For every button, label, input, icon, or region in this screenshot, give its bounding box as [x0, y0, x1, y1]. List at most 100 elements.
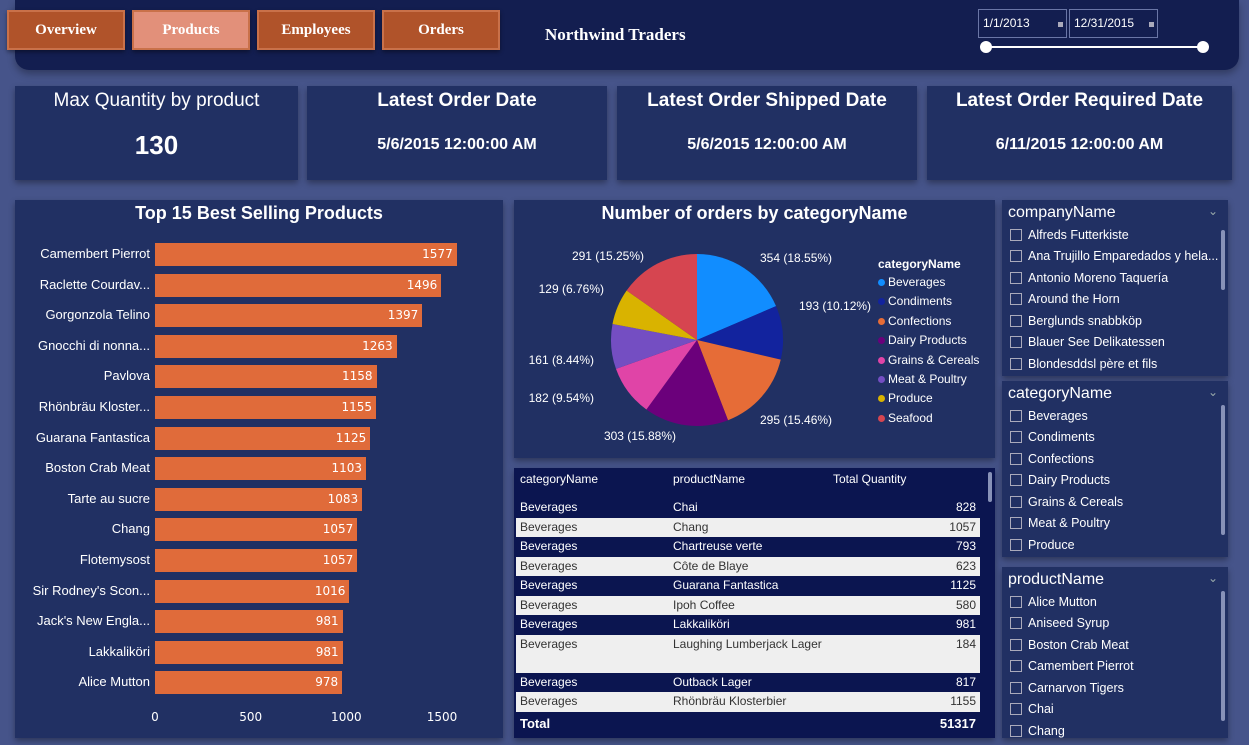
date-slider-start-handle[interactable] [980, 41, 992, 53]
chevron-down-icon[interactable]: ⌄ [1207, 571, 1218, 585]
chevron-down-icon[interactable]: ⌄ [1207, 385, 1218, 399]
legend-item[interactable]: Grains & Cereals [878, 353, 979, 372]
checkbox[interactable] [1010, 452, 1022, 465]
pie-slice[interactable] [646, 340, 729, 426]
table-row[interactable]: Beverages Laughing Lumberjack Lager 184 [516, 634, 980, 673]
end-date-input[interactable]: 12/31/2015 [1069, 9, 1158, 38]
legend-item[interactable]: Dairy Products [878, 333, 979, 352]
bar[interactable] [155, 487, 363, 511]
bar[interactable] [155, 273, 442, 297]
start-date-input[interactable]: 1/1/2013 [978, 9, 1067, 38]
slicer-item[interactable]: Produce [1002, 534, 1228, 556]
bar[interactable] [155, 334, 397, 358]
bar[interactable] [155, 457, 367, 481]
table-row[interactable]: Beverages Chai 828 [516, 498, 980, 518]
table-row[interactable]: Beverages Guarana Fantastica 1125 [516, 576, 980, 596]
pie-slice[interactable] [697, 254, 777, 340]
slicer-item[interactable]: Dairy Products [1002, 470, 1228, 492]
bar[interactable] [155, 671, 343, 695]
checkbox[interactable] [1010, 595, 1022, 608]
slicer-scrollbar[interactable] [1221, 405, 1225, 535]
slicer-item[interactable]: Berglunds snabbköp [1002, 310, 1228, 332]
checkbox[interactable] [1010, 617, 1022, 630]
slicer-item[interactable]: Condiments [1002, 427, 1228, 449]
slicer-item[interactable]: Meat & Poultry [1002, 513, 1228, 535]
pie-slice[interactable] [697, 306, 783, 360]
legend-item[interactable]: Beverages [878, 275, 979, 294]
bar[interactable] [155, 243, 457, 266]
checkbox[interactable] [1010, 250, 1022, 263]
checkbox[interactable] [1010, 431, 1022, 444]
slicer-item[interactable]: Camembert Pierrot [1002, 656, 1228, 678]
slicer-item[interactable]: Aniseed Syrup [1002, 613, 1228, 635]
legend-item[interactable]: Produce [878, 391, 979, 410]
checkbox[interactable] [1010, 314, 1022, 327]
checkbox[interactable] [1010, 517, 1022, 530]
slicer-item[interactable]: Grains & Cereals [1002, 491, 1228, 513]
nav-employees-button[interactable]: Employees [257, 10, 375, 50]
checkbox[interactable] [1010, 409, 1022, 422]
bar[interactable] [155, 610, 343, 634]
checkbox[interactable] [1010, 495, 1022, 508]
bar[interactable] [155, 549, 358, 572]
slicer-item[interactable]: Blondesddsl père et fils [1002, 353, 1228, 375]
slicer-item[interactable]: Confections [1002, 448, 1228, 470]
slicer-scrollbar[interactable] [1221, 230, 1225, 290]
column-header[interactable]: Total Quantity [833, 472, 907, 486]
slicer-item[interactable]: Blauer See Delikatessen [1002, 332, 1228, 354]
slicer-item[interactable]: Chai [1002, 699, 1228, 721]
checkbox[interactable] [1010, 336, 1022, 349]
table-row[interactable]: Beverages Ipoh Coffee 580 [516, 595, 980, 615]
table-row[interactable]: Beverages Lakkaliköri 981 [516, 615, 980, 635]
slicer-item[interactable]: Alfreds Futterkiste [1002, 224, 1228, 246]
bar[interactable] [155, 304, 423, 328]
slicer-item[interactable]: Chang [1002, 720, 1228, 738]
legend-item[interactable]: Confections [878, 314, 979, 333]
checkbox[interactable] [1010, 660, 1022, 673]
slicer-item[interactable]: Ana Trujillo Emparedados y hela... [1002, 246, 1228, 268]
slicer-item[interactable]: Beverages [1002, 405, 1228, 427]
slicer-item[interactable]: Alice Mutton [1002, 591, 1228, 613]
pie-slice[interactable] [612, 290, 697, 340]
nav-products-button[interactable]: Products [132, 10, 250, 50]
bar[interactable] [155, 365, 377, 389]
table-row[interactable]: Beverages Côte de Blaye 623 [516, 556, 980, 576]
checkbox[interactable] [1010, 474, 1022, 487]
checkbox[interactable] [1010, 724, 1022, 737]
column-header[interactable]: productName [673, 472, 746, 486]
table-scrollbar[interactable] [988, 472, 992, 502]
chevron-down-icon[interactable]: ⌄ [1207, 204, 1218, 218]
bar[interactable] [155, 426, 371, 450]
column-header[interactable]: categoryName [520, 472, 599, 486]
table-row[interactable]: Beverages Rhönbräu Klosterbier 1155 [516, 692, 980, 712]
pie-slice[interactable] [697, 340, 781, 421]
slicer-item[interactable]: Around the Horn [1002, 289, 1228, 311]
legend-item[interactable]: Seafood [878, 411, 979, 430]
pie-slice[interactable] [626, 254, 697, 340]
slicer-item[interactable]: Boston Crab Meat [1002, 634, 1228, 656]
table-row[interactable]: Beverages Chartreuse verte 793 [516, 537, 980, 557]
checkbox[interactable] [1010, 638, 1022, 651]
checkbox[interactable] [1010, 293, 1022, 306]
nav-orders-button[interactable]: Orders [382, 10, 500, 50]
date-slider-end-handle[interactable] [1197, 41, 1209, 53]
checkbox[interactable] [1010, 703, 1022, 716]
checkbox[interactable] [1010, 357, 1022, 370]
checkbox[interactable] [1010, 538, 1022, 551]
bar[interactable] [155, 396, 376, 419]
checkbox[interactable] [1010, 228, 1022, 241]
pie-slice[interactable] [615, 340, 697, 410]
nav-overview-button[interactable]: Overview [7, 10, 125, 50]
slicer-scrollbar[interactable] [1221, 591, 1225, 721]
pie-slice[interactable] [611, 323, 697, 369]
legend-item[interactable]: Meat & Poultry [878, 372, 979, 391]
slicer-item[interactable]: Antonio Moreno Taquería [1002, 267, 1228, 289]
bar[interactable] [155, 518, 358, 542]
bar[interactable] [155, 640, 343, 664]
calendar-icon[interactable] [1058, 22, 1063, 27]
table-row[interactable]: Beverages Outback Lager 817 [516, 672, 980, 692]
checkbox[interactable] [1010, 271, 1022, 284]
checkbox[interactable] [1010, 681, 1022, 694]
calendar-icon[interactable] [1149, 22, 1154, 27]
bar[interactable] [155, 579, 350, 603]
